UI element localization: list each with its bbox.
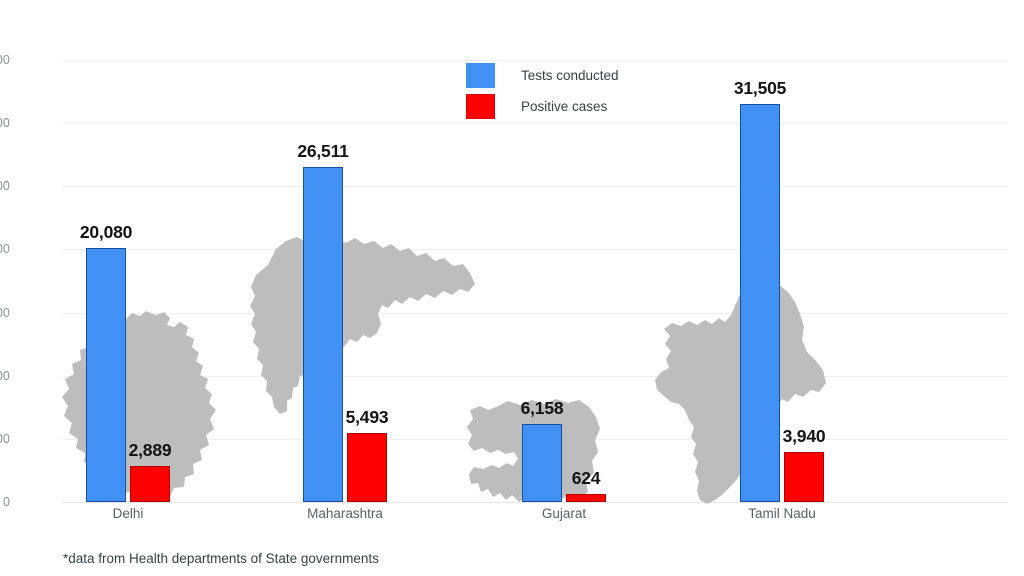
- bar-value-label: 6,158: [520, 398, 564, 419]
- gridline-35000: [62, 60, 1008, 61]
- bar-maharashtra-tests-conducted[interactable]: [303, 167, 343, 502]
- bar-maharashtra-positive-cases[interactable]: [347, 432, 387, 502]
- bar-value-label: 31,505: [733, 78, 787, 99]
- bar-tamil-nadu-positive-cases[interactable]: [784, 452, 824, 502]
- legend-item-tests-conducted[interactable]: Tests conducted: [466, 60, 619, 91]
- gridline-20000: [62, 249, 1008, 251]
- legend-swatch-positive-cases: [466, 94, 495, 119]
- gridline-15000: [62, 312, 1008, 314]
- gridline-30000: [62, 123, 1008, 125]
- chart-legend: Tests conducted Positive cases: [466, 60, 619, 122]
- source-footnote: *data from Health departments of State g…: [63, 551, 379, 566]
- y-tick-label-30000: 30,000: [0, 116, 10, 131]
- bar-delhi-tests-conducted[interactable]: [86, 248, 126, 502]
- x-tick-label-delhi: Delhi: [112, 506, 144, 521]
- bar-tamil-nadu-tests-conducted[interactable]: [740, 104, 780, 502]
- gridline-25000: [62, 186, 1008, 188]
- legend-label-tests-conducted: Tests conducted: [521, 68, 619, 83]
- x-tick-label-maharashtra: Maharashtra: [307, 506, 383, 521]
- y-tick-label-25000: 25,000: [0, 179, 10, 194]
- bar-value-label: 5,493: [345, 406, 389, 427]
- y-tick-label-35000: 35,000: [0, 53, 10, 67]
- legend-label-positive-cases: Positive cases: [521, 99, 608, 114]
- bar-gujarat-positive-cases[interactable]: [566, 494, 606, 502]
- gridline-10000: [62, 375, 1008, 377]
- bar-delhi-positive-cases[interactable]: [130, 465, 170, 502]
- bar-value-label: 20,080: [79, 222, 133, 243]
- bar-value-label: 3,940: [782, 426, 826, 447]
- bar-value-label: 2,889: [128, 439, 172, 460]
- gridline-0: [62, 502, 1008, 503]
- bar-gujarat-tests-conducted[interactable]: [522, 424, 562, 502]
- y-tick-label-20000: 20,000: [0, 242, 10, 257]
- x-tick-label-tamil-nadu: Tamil Nadu: [748, 506, 816, 521]
- y-tick-label-15000: 15,000: [0, 305, 10, 320]
- legend-item-positive-cases[interactable]: Positive cases: [466, 91, 619, 122]
- bar-value-label: 26,511: [297, 141, 349, 162]
- legend-swatch-tests-conducted: [466, 63, 495, 88]
- y-tick-label-0: 0: [2, 495, 10, 509]
- x-tick-label-gujarat: Gujarat: [541, 506, 587, 521]
- y-tick-label-5000: 5000: [0, 431, 10, 446]
- plot-area: 20,080 2,889 26,511 5,493 6,158 624 31,505 3,94…: [62, 60, 1008, 504]
- bar-value-label: 624: [571, 468, 601, 489]
- y-tick-label-10000: 10,000: [0, 368, 10, 383]
- bars-layer: 20,080 2,889 26,511 5,493 6,158 624 31,505 3,94…: [62, 60, 1008, 502]
